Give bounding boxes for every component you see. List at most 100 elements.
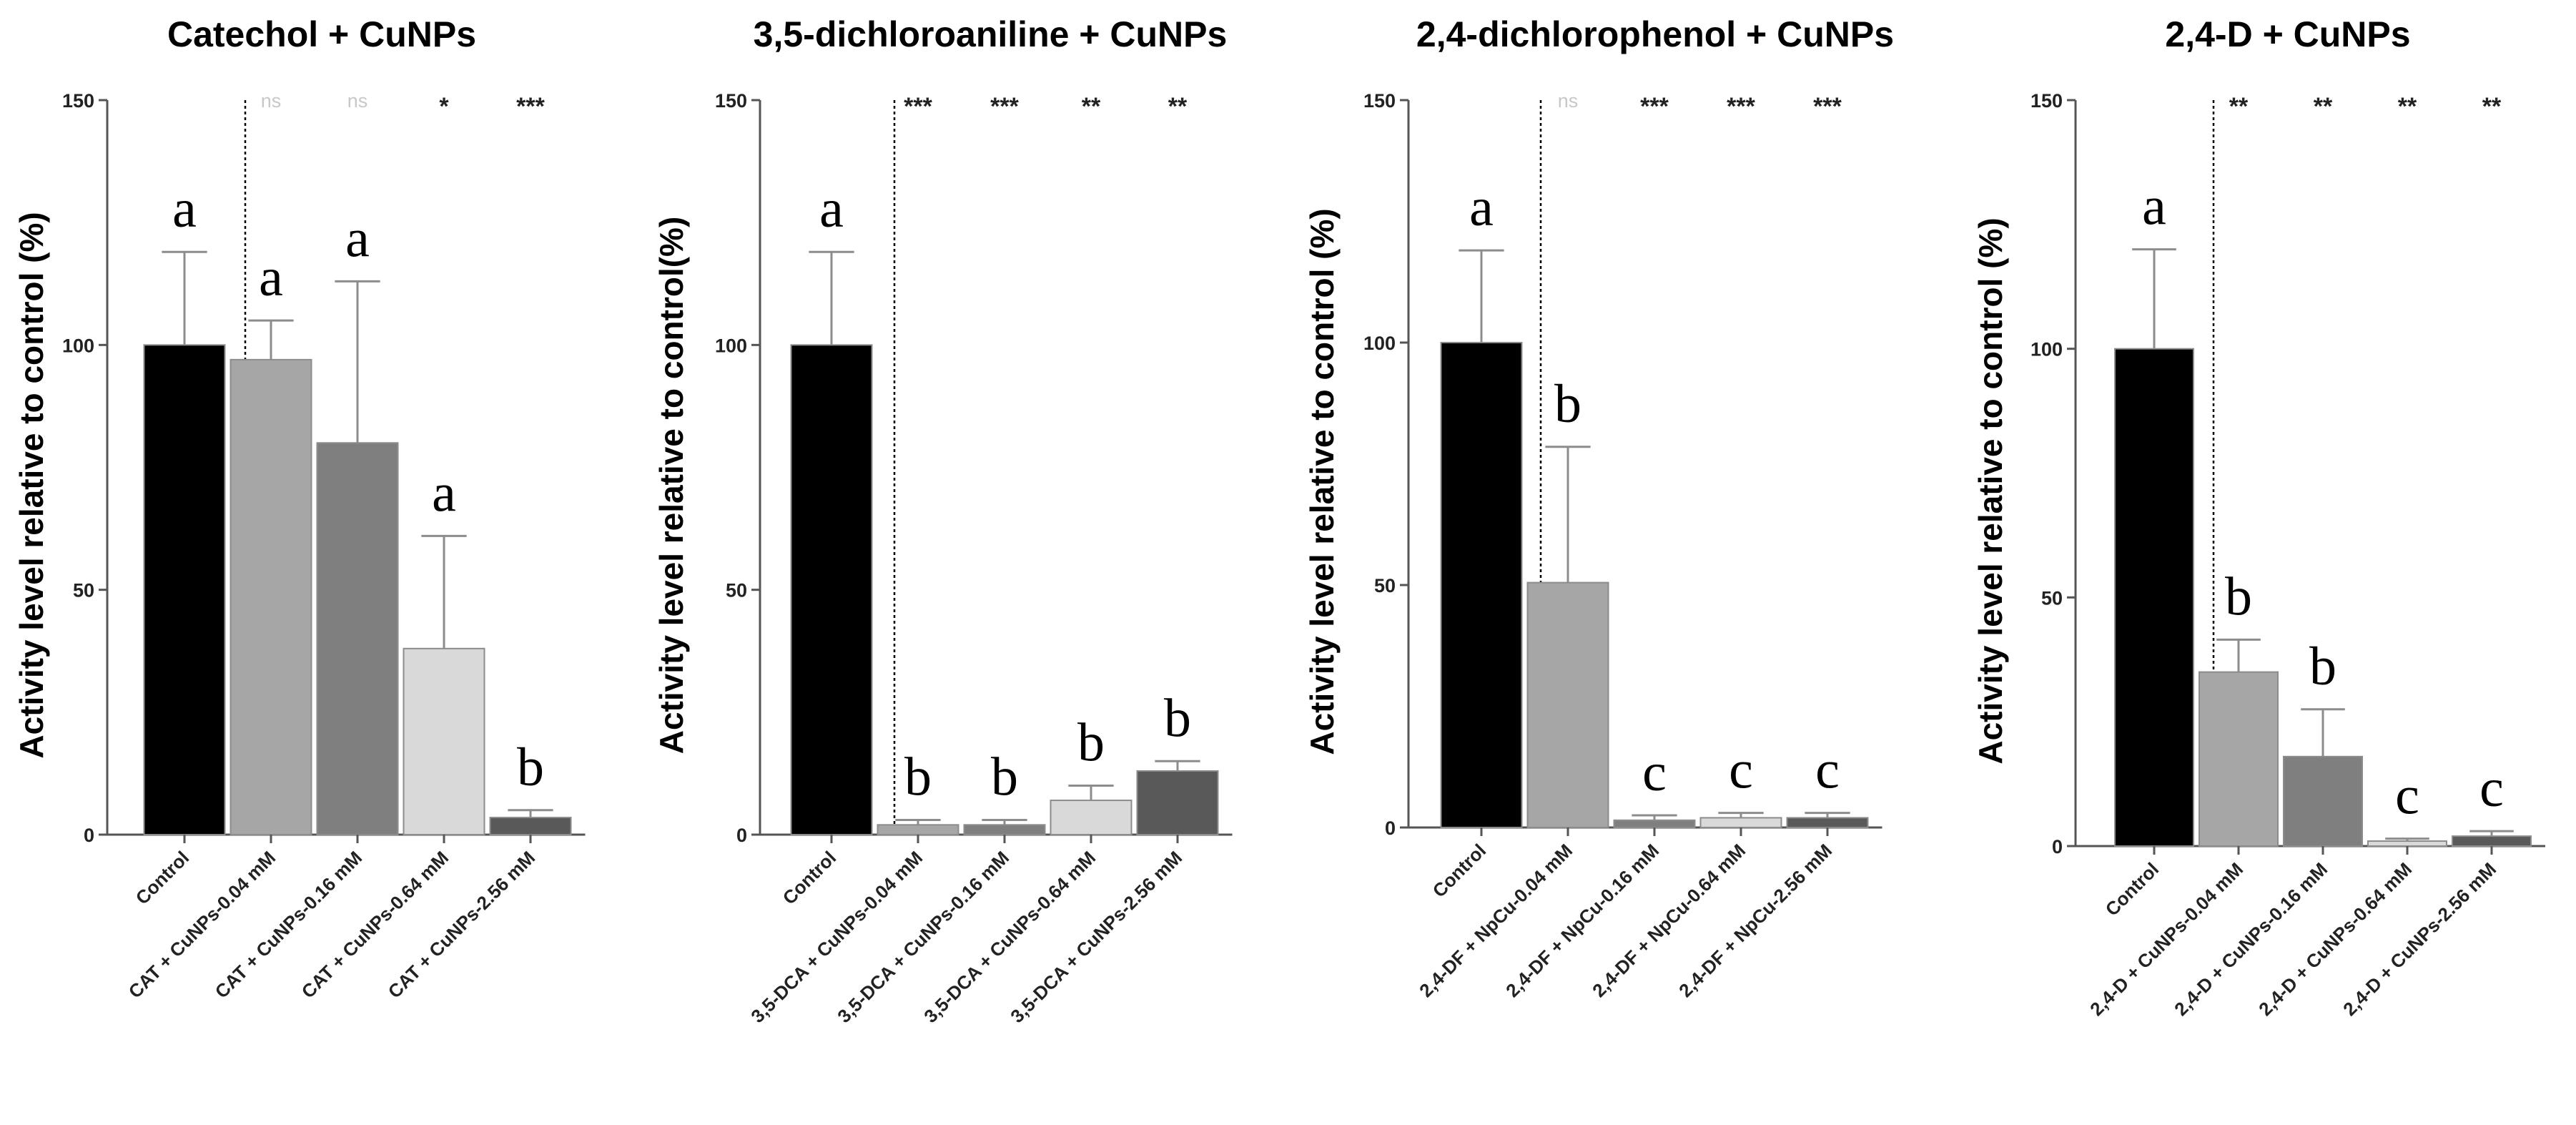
significance-letter: a <box>259 247 283 308</box>
x-tick-label: 2,4-D + CuNPs-0.04 mM <box>2086 858 2247 1020</box>
y-tick-label: 100 <box>1363 333 1396 354</box>
significance-letter: a <box>1469 177 1494 237</box>
significance-marker: ns <box>1558 90 1579 112</box>
chart-title: 3,5-dichloroaniline + CuNPs <box>754 14 1228 54</box>
bar <box>2199 671 2279 848</box>
chart-panel-1: Catechol + CuNPs Activity level relative … <box>13 14 586 1003</box>
x-tick-label: Control <box>132 847 194 909</box>
significance-marker: ** <box>2314 93 2333 120</box>
y-tick-label: 0 <box>1385 817 1396 839</box>
significance-marker: *** <box>516 93 545 120</box>
bar <box>2283 755 2363 847</box>
significance-marker: ns <box>347 90 368 112</box>
significance-marker: ** <box>1168 93 1188 120</box>
x-tick-label: 2,4-DF + NpCu-0.16 mM <box>1501 840 1663 1001</box>
y-tick-label: 50 <box>726 580 747 601</box>
significance-marker: *** <box>1640 93 1669 120</box>
x-tick-label: CAT + CuNPs-0.16 mM <box>211 847 367 1003</box>
bar <box>1526 581 1609 828</box>
significance-letter: b <box>2309 637 2336 697</box>
y-tick-label: 150 <box>62 90 94 112</box>
x-tick-label: CAT + CuNPs-0.04 mM <box>124 847 280 1003</box>
significance-marker: *** <box>904 93 932 120</box>
significance-letter: c <box>2479 758 2504 818</box>
chart-panel-2: 3,5-dichloroaniline + CuNPs Activity leve… <box>653 14 1233 1027</box>
bar <box>2114 348 2194 847</box>
x-tick-label: CAT + CuNPs-0.64 mM <box>297 847 453 1003</box>
significance-letter: b <box>991 747 1018 807</box>
x-tick-label: 2,4-D + CuNPs-2.56 mM <box>2339 858 2500 1020</box>
significance-marker: ** <box>1082 93 1101 120</box>
y-tick-label: 0 <box>736 825 747 846</box>
significance-letter: c <box>1642 742 1667 802</box>
bar <box>316 442 399 835</box>
significance-marker: ** <box>2398 93 2417 120</box>
bar <box>1136 770 1219 835</box>
x-tick-label: 3,5-DCA + CuNPs-0.64 mM <box>919 847 1100 1027</box>
significance-letter: b <box>1164 688 1191 748</box>
bar <box>143 344 226 836</box>
y-tick-label: 150 <box>2030 90 2063 112</box>
chart-title: Catechol + CuNPs <box>167 14 476 54</box>
y-tick-label: 0 <box>2052 836 2063 858</box>
significance-letter: b <box>2225 566 2252 627</box>
significance-letter: a <box>819 179 844 239</box>
y-tick-label: 50 <box>73 580 94 601</box>
bar <box>963 824 1046 835</box>
x-tick-label: Control <box>779 847 841 909</box>
x-tick-label: 2,4-D + CuNPs-0.16 mM <box>2170 858 2331 1020</box>
significance-letter: c <box>2395 766 2419 826</box>
bar <box>790 344 873 836</box>
bar <box>1786 817 1869 828</box>
significance-letter: a <box>432 463 456 523</box>
bar <box>230 358 312 835</box>
bar <box>1699 817 1782 828</box>
x-tick-label: 2,4-DF + NpCu-0.64 mM <box>1588 840 1750 1001</box>
significance-letter: a <box>2142 177 2166 237</box>
bar <box>1613 819 1696 828</box>
bar <box>2367 840 2447 847</box>
significance-marker: ns <box>261 90 282 112</box>
significance-letter: b <box>904 747 932 807</box>
bar <box>1440 342 1523 828</box>
y-tick-label: 150 <box>715 90 747 112</box>
x-tick-label: CAT + CuNPs-2.56 mM <box>384 847 540 1003</box>
x-tick-label: Control <box>2101 858 2163 920</box>
significance-letter: c <box>1815 740 1840 800</box>
significance-letter: b <box>517 737 544 797</box>
significance-marker: ** <box>2482 93 2502 120</box>
significance-marker: * <box>439 93 449 120</box>
bar <box>877 824 959 835</box>
chart-title: 2,4-dichlorophenol + CuNPs <box>1416 14 1894 54</box>
significance-letter: a <box>172 179 197 239</box>
y-axis-label: Activity level relative to control (%) <box>1303 208 1341 755</box>
chart-title: 2,4-D + CuNPs <box>2165 14 2410 54</box>
significance-letter: c <box>1729 740 1753 800</box>
y-tick-label: 50 <box>1374 575 1396 596</box>
x-tick-label: 2,4-DF + NpCu-0.04 mM <box>1415 840 1576 1001</box>
bar <box>2452 835 2532 848</box>
y-tick-label: 150 <box>1363 90 1396 112</box>
y-axis-label: Activity level relative to control (%) <box>13 212 50 758</box>
y-tick-label: 100 <box>715 335 747 356</box>
y-tick-label: 100 <box>2030 339 2063 360</box>
x-tick-label: 2,4-D + CuNPs-0.64 mM <box>2254 858 2416 1020</box>
x-tick-label: 3,5-DCA + CuNPs-2.56 mM <box>1006 847 1186 1027</box>
y-axis-label: Activity level relative to control(%) <box>653 217 690 755</box>
y-tick-label: 100 <box>62 335 94 356</box>
bar <box>1050 800 1132 836</box>
significance-letter: b <box>1077 713 1105 773</box>
x-tick-label: 3,5-DCA + CuNPs-0.16 mM <box>833 847 1013 1027</box>
significance-marker: *** <box>1727 93 1755 120</box>
chart-panel-3: 2,4-dichlorophenol + CuNPs Activity level… <box>1303 14 1894 1001</box>
chart-panel-4: 2,4-D + CuNPs Activity level relative to … <box>1972 14 2545 1020</box>
significance-marker: *** <box>990 93 1019 120</box>
y-tick-label: 50 <box>2041 587 2063 609</box>
x-tick-label: Control <box>1428 840 1491 902</box>
x-tick-label: 3,5-DCA + CuNPs-0.04 mM <box>746 847 927 1027</box>
significance-letter: a <box>345 208 370 268</box>
significance-marker: ** <box>2229 93 2249 120</box>
bar <box>403 647 485 835</box>
y-tick-label: 0 <box>84 825 94 846</box>
